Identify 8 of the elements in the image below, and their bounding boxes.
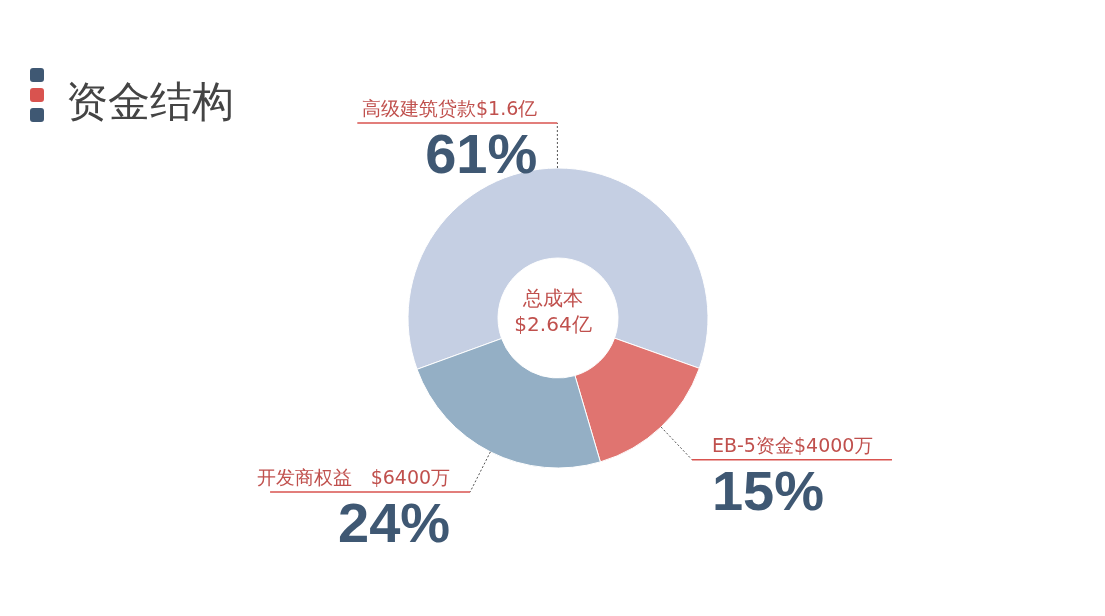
data-label: 15% — [711, 458, 825, 522]
data-label: 24% — [337, 491, 451, 555]
slice-label: EB-5资金$4000万 — [711, 433, 874, 456]
chart-title: 资金结构 — [66, 77, 234, 126]
slice-label: 高级建筑贷款$1.6亿 — [362, 97, 538, 119]
slice-label: 开发商权益 $6400万 — [256, 466, 451, 489]
data-label: 61% — [425, 122, 538, 185]
text: 总成本 $2.64亿 — [514, 286, 592, 336]
